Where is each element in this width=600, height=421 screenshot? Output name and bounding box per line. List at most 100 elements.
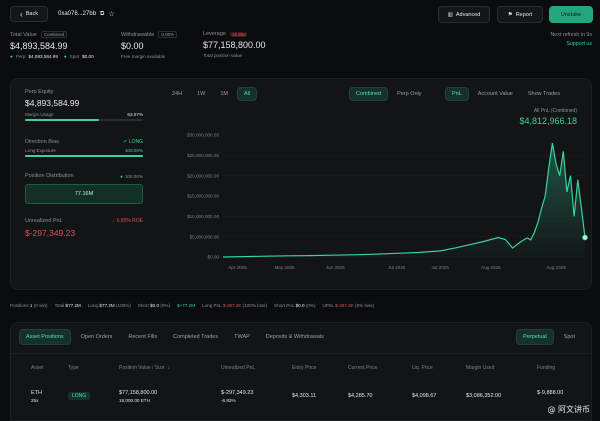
perp-dot-icon: ● [10, 54, 13, 59]
row-position-size: 18,000.00 ETH [119, 398, 150, 403]
stat-extra: (0 win) [33, 303, 48, 308]
withdrawable-label: Withdrawable [121, 31, 155, 38]
range-tab-24h[interactable]: 24H [172, 91, 183, 97]
star-icon[interactable]: ☆ [108, 11, 115, 18]
perp-equity-label: Perp Equity [25, 89, 54, 95]
row-margin-used: $3,086,352.00 [466, 393, 502, 399]
withdrawable-badge: 0.00% [158, 31, 178, 38]
pnl-chart[interactable]: $30,000,000.00 $25,000,000.00 $20,000,000.… [161, 127, 591, 279]
range-tabs: 24H 1W 1M All [166, 87, 258, 101]
stat-item: Short PnL $0.0 (0%) [274, 303, 315, 308]
leverage-label: Leverage [203, 31, 226, 37]
market-tab-perpetual[interactable]: Perpetual [516, 329, 554, 345]
stat-item: Positions 1 (0 win) [10, 303, 48, 308]
withdrawable-value: $0.00 [121, 41, 144, 51]
stat-extra: (6% loss) [355, 303, 375, 308]
header-position-value[interactable]: Position Value / Size ↓ [119, 365, 170, 371]
header-liq: Liq. Price [412, 365, 433, 371]
range-tab-all[interactable]: All [236, 87, 258, 101]
total-value: $4,893,584.99 [10, 41, 68, 51]
header-asset: Asset [31, 365, 44, 371]
stat-item: Long PnL $-297.3K (100% loss) [202, 303, 267, 308]
advanced-button[interactable]: ▥ Advanced [438, 6, 490, 23]
leverage-block: Leverage 15.95x $77,158,800.00 Total pos… [203, 31, 266, 58]
stat-label: Short PnL [274, 303, 295, 308]
tab-completed-trades[interactable]: Completed Trades [173, 334, 219, 340]
stat-label: Short [137, 303, 149, 308]
stat-item: Total $77.2M [55, 303, 81, 308]
tab-open-orders[interactable]: Open Orders [80, 334, 113, 340]
wallet-address: 0xa076...27bb ⧉ ☆ [58, 10, 115, 19]
x-tick-label: Jul 2025 [388, 265, 406, 270]
stat-extra: (0%) [305, 303, 316, 308]
header-position-value-label: Position Value / Size [119, 365, 165, 371]
row-upnl-pct: -6.83% [221, 398, 236, 403]
stat-value: $0.0 [295, 303, 305, 308]
leverage-badge: 15.95x [229, 31, 248, 37]
stat-extra: (100%) [116, 303, 131, 308]
stat-value: $-297.3K [222, 303, 242, 308]
refresh-block: Next refresh in 9s Support us [550, 32, 592, 47]
perp-label: Perp [15, 54, 26, 59]
row-asset: ETH [31, 390, 42, 396]
stat-value: $-297.3K [335, 303, 354, 308]
primary-action-button[interactable]: Unstake [549, 6, 593, 23]
spot-label: Spot [69, 54, 80, 59]
x-axis-ticks: Apr 2025 May 2025 Jun 2025 Jul 2025 Jul 2025… [228, 265, 566, 270]
tab-asset-positions[interactable]: Asset Positions [19, 329, 71, 345]
total-value-block: Total Value Combined $4,893,584.99 ● Per… [10, 31, 94, 59]
tab-deposits-withdrawals[interactable]: Deposits & Withdrawals [265, 334, 324, 340]
range-tab-1m[interactable]: 1M [220, 91, 228, 97]
position-distribution-label: Position Distribution [25, 173, 74, 179]
roe-indicator: ↓ 6.83% ROE [112, 218, 143, 224]
y-axis-ticks: $30,000,000.00 $25,000,000.00 $20,000,000.… [187, 133, 219, 260]
direction-value: LONG [128, 139, 143, 145]
report-button[interactable]: ⚑ Report [497, 6, 543, 23]
stat-value: $+77.2M [177, 303, 196, 308]
metric-tab-account-value[interactable]: Account Value [477, 91, 513, 97]
y-tick-label: $20,000,000.00 [187, 173, 219, 178]
sort-down-icon: ↓ [167, 365, 171, 371]
header-type: Type [68, 365, 79, 371]
direction-bias-label: Direction Bias [25, 139, 59, 145]
x-tick-label: Aug 2025 [546, 265, 566, 270]
position-distribution-value: 100.00% [124, 173, 143, 179]
stat-value: $0.0 [150, 303, 160, 308]
y-tick-label: $0.00 [208, 255, 220, 260]
copy-icon[interactable]: ⧉ [100, 10, 105, 17]
margin-usage-fill [25, 119, 100, 121]
support-link[interactable]: Support us [566, 41, 592, 47]
stat-extra: (100% loss) [242, 303, 268, 308]
view-tab-perp-only[interactable]: Perp Only [397, 91, 422, 97]
stat-item: Long $77.2M (100%) [88, 303, 131, 308]
view-tab-combined[interactable]: Combined [349, 87, 389, 101]
tab-recent-fills[interactable]: Recent Fills [128, 334, 158, 340]
legend-dot-icon: ● [120, 173, 123, 179]
row-liq-price: $4,098.67 [412, 393, 437, 399]
market-tab-spot[interactable]: Spot [563, 334, 575, 340]
chevron-left-icon: ‹ [20, 9, 23, 19]
bottom-tabs: Asset Positions Open Orders Recent Fills Co… [19, 329, 330, 345]
metric-tab-show-trades[interactable]: Show Trades [527, 91, 560, 97]
metric-tab-pnl[interactable]: PnL [445, 87, 469, 101]
view-tabs: Combined Perp Only [349, 87, 428, 101]
metric-tabs: PnL Account Value Show Trades [445, 87, 566, 101]
flag-icon: ⚑ [507, 11, 513, 18]
back-button[interactable]: ‹ Back [10, 6, 48, 22]
direction-indicator: ↗ LONG [123, 139, 143, 145]
header-funding: Funding [537, 365, 556, 371]
distribution-box: 77.16M [25, 184, 143, 204]
long-exposure-value: 100.00% [124, 148, 143, 153]
roe-value: 6.83% ROE [116, 218, 143, 224]
range-tab-1w[interactable]: 1W [197, 91, 206, 97]
stat-item: Short $0.0 (0%) [138, 303, 170, 308]
tab-twap[interactable]: TWAP [234, 334, 250, 340]
pnl-readout: All PnL (Combined) $4,812,966.18 [519, 108, 577, 126]
x-tick-label: Aug 2025 [481, 265, 501, 270]
stat-value: 1 [29, 303, 33, 308]
stat-label: UPnL [322, 303, 334, 308]
chart-icon: ▥ [447, 11, 453, 18]
stat-value: $77.2M [65, 303, 81, 308]
x-tick-label: May 2025 [274, 265, 295, 270]
header-entry: Entry Price [292, 365, 317, 371]
